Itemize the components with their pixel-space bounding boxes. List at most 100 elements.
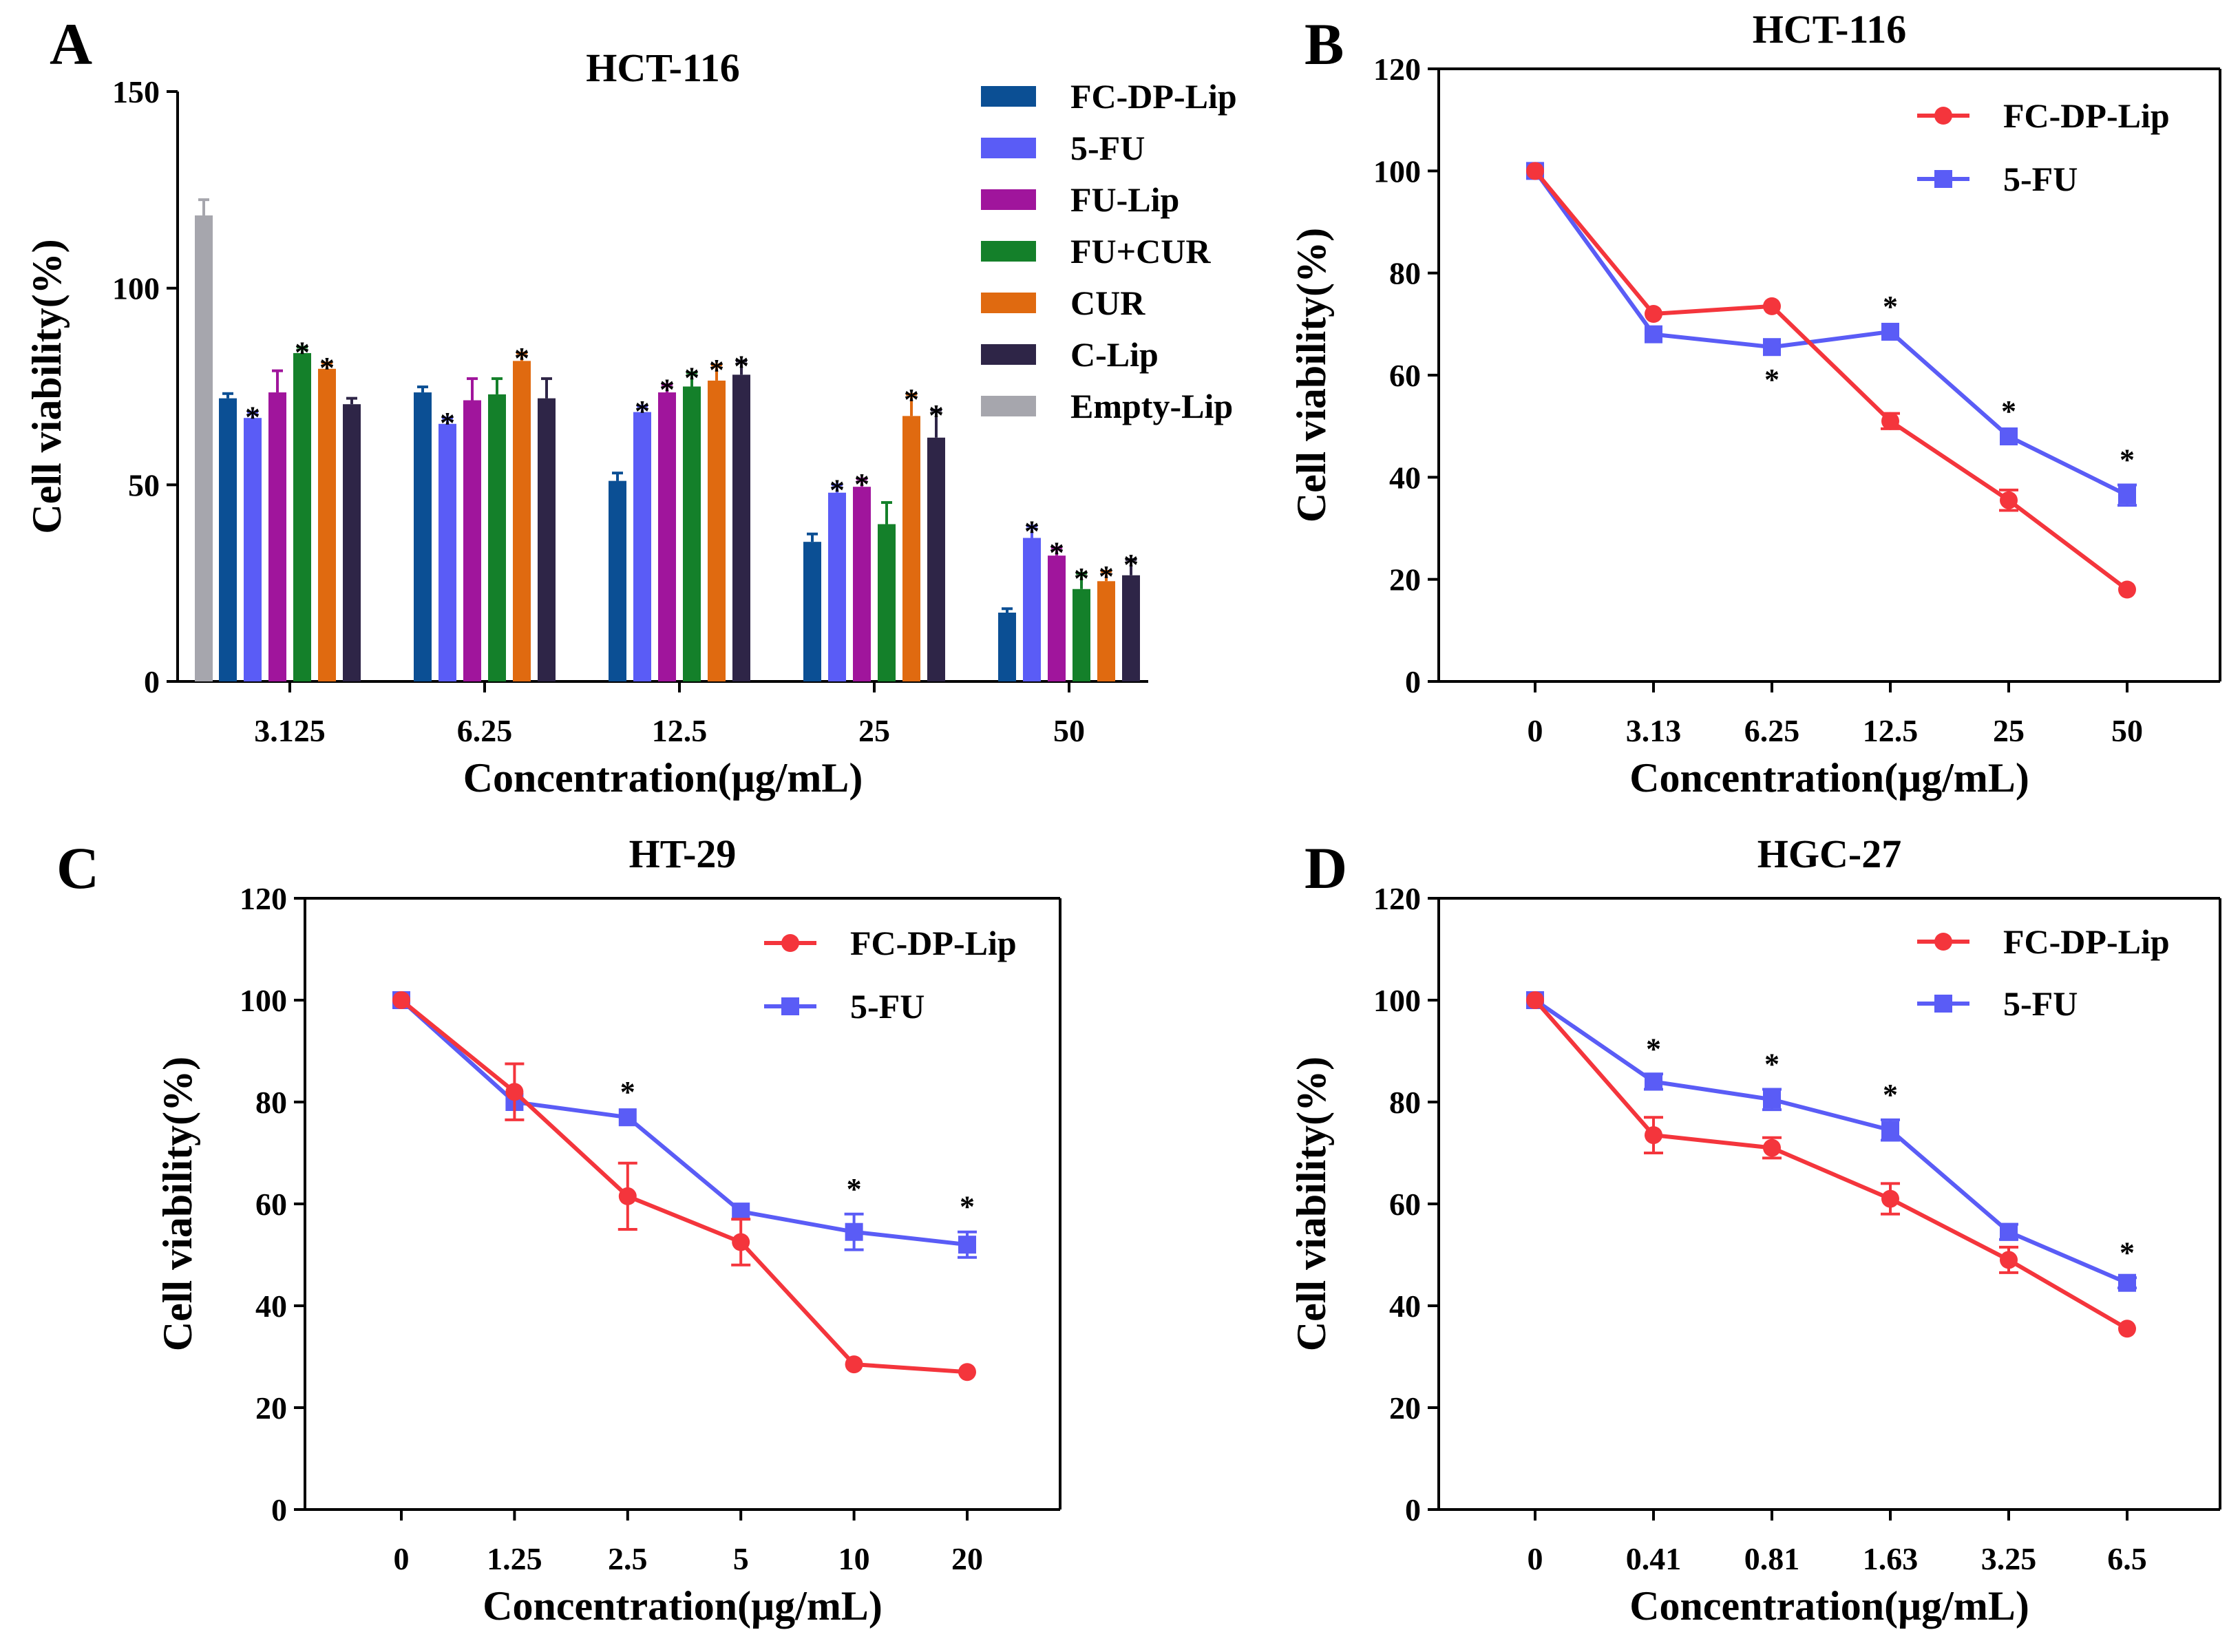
bar [1122,575,1140,681]
y-axis-label: Cell viability(%) [24,239,70,533]
bar [343,404,361,681]
bar [488,394,506,681]
significance-star: * [1024,514,1039,548]
significance-star: * [830,473,845,507]
bar [998,613,1016,681]
data-point [2118,580,2136,599]
data-point [618,1108,637,1127]
panel-a: A HCT-116 0 50 100 150 Cell viability(%) Concen… [24,11,1237,801]
bar [1097,581,1115,681]
significance-star: * [854,467,869,501]
significance-star: * [245,401,260,434]
series-line [399,998,968,1247]
x-tick-label: 3.25 [1981,1541,2037,1576]
legend-label: C-Lip [1070,335,1159,374]
y-tick-label: 100 [1373,983,1421,1018]
x-tick-label: 1.63 [1863,1541,1919,1576]
y-tick-label: 80 [1389,1085,1421,1120]
legend-label: FU-Lip [1070,180,1179,219]
series-line [400,998,968,1375]
bar [513,361,531,681]
y-tick-label: 60 [1389,358,1421,393]
significance-star: * [960,1190,975,1224]
x-tick-label: 50 [1053,713,1085,748]
bar [293,352,311,681]
significance-star: * [1883,290,1898,324]
significance-star: * [684,361,699,395]
data-point [1645,1072,1662,1091]
legend-label: FC-DP-Lip [850,924,1017,962]
data-point [2118,1320,2136,1338]
y-tick-label: 20 [1389,1390,1421,1426]
data-point [505,1083,524,1101]
series-line [1533,169,2128,497]
significance-star: * [440,406,455,440]
significance-star: * [1764,363,1779,396]
significance-star: * [659,373,675,407]
data-point [845,1222,863,1241]
y-axis-label: Cell viability(%) [1289,1057,1334,1351]
significance-star: * [1099,560,1114,593]
data-point [2000,491,2018,509]
series-line [1534,998,2128,1285]
data-point [1881,1189,1899,1208]
x-tick-label: 6.5 [2107,1541,2147,1576]
x-tick-label: 0 [1528,1541,1543,1576]
legend-label: 5-FU [1070,129,1145,167]
series-line [1533,169,2128,591]
x-tick-label: 25 [1993,713,2025,748]
legend-marker [781,997,799,1015]
legend-swatch [981,86,1036,107]
chart-title: HGC-27 [1757,832,1901,876]
legend-label: FC-DP-Lip [2003,96,2170,135]
legend-marker [1934,933,1952,951]
y-tick-label: 100 [112,271,160,306]
bar [708,380,726,681]
bar-empty-lip [195,215,213,682]
bar [878,524,896,681]
bar [732,374,750,681]
y-tick-label: 80 [255,1085,287,1120]
x-axis-label: Concentration(μg/mL) [463,755,863,801]
x-tick-label: 3.125 [254,713,326,748]
legend-marker [781,934,799,952]
significance-star: * [514,341,529,375]
y-tick-label: 20 [1389,562,1421,597]
legend-marker [1934,170,1952,188]
data-point [958,1236,976,1254]
data-point [958,1363,976,1381]
significance-star: * [929,399,944,432]
bar [828,492,846,681]
chart-title: HCT-116 [1753,7,1906,52]
legend-marker [1934,995,1952,1013]
bar [658,392,676,681]
x-axis-label: Concentration(μg/mL) [483,1583,883,1629]
data-point [2118,486,2136,505]
data-point [2000,427,2018,445]
legend-label: FU+CUR [1070,232,1211,271]
bar [853,487,871,681]
data-point [1763,1090,1781,1109]
significance-star: * [709,353,724,387]
data-point [1881,1121,1899,1139]
data-point [1763,338,1781,357]
x-tick-label: 3.13 [1626,713,1682,748]
chart-title: HT-29 [629,832,737,876]
bar [244,418,262,681]
panel-letter: A [50,11,92,77]
legend-swatch [981,293,1036,313]
data-point [618,1187,637,1205]
legend-label: FC-DP-Lip [2003,922,2170,961]
legend-marker [1934,107,1952,125]
significance-star: * [2120,443,2135,476]
significance-star: * [1883,1078,1898,1112]
y-tick-label: 120 [1373,52,1421,87]
legend-swatch [981,138,1036,158]
legend-label: 5-FU [2003,984,2078,1023]
x-tick-label: 50 [2111,713,2143,748]
bar [463,400,481,681]
data-point [732,1203,750,1221]
x-tick-label: 6.25 [457,713,513,748]
significance-star: * [1049,536,1064,570]
